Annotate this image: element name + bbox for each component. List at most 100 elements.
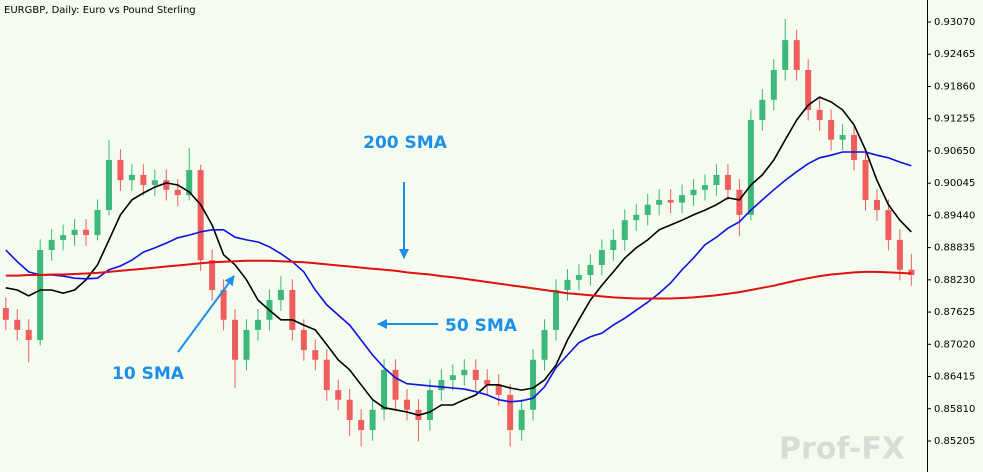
y-tick-label: 0.88230 [934,275,975,286]
candle-body [805,69,812,110]
candle-body [770,69,777,100]
candle-body [174,189,181,196]
candle-body [862,159,869,200]
candle-body [232,319,239,360]
y-tick-label: 0.92465 [934,49,975,60]
y-tick-label: 0.91860 [934,81,975,92]
candle-body [828,120,835,140]
candle-body [667,199,674,203]
moving-average-line [5,151,912,403]
candle-body [312,350,319,360]
candle-body [209,260,216,290]
candle-body [495,384,502,395]
candle-body [335,390,342,400]
candle-body [403,399,410,410]
candle-body [369,409,376,431]
candle-body [197,170,204,261]
candle-body [461,369,468,376]
candle-body [37,250,44,341]
y-tick-label: 0.91255 [934,114,975,125]
candle-body [163,180,170,190]
candle-body [346,399,353,420]
candle-body [885,210,892,240]
candle-body [71,229,78,236]
y-tick-label: 0.85205 [934,436,975,447]
candle-body [381,369,388,410]
candle-body [839,134,846,140]
candle-body [724,174,731,190]
y-tick-label: 0.89440 [934,210,975,221]
y-tick-label: 0.87020 [934,339,975,350]
watermark: Prof-FX [779,432,905,467]
candle-body [392,369,399,400]
candle-body [598,250,605,265]
chart-title: EURGBP, Daily: Euro vs Pound Sterling [4,5,196,16]
moving-average-line [5,259,912,300]
annotation-arrow [177,275,235,353]
candle-body [243,329,250,360]
candle-body [702,185,709,190]
candle-body [94,210,101,236]
y-tick-label: 0.85810 [934,404,975,415]
candle-body [553,289,559,330]
y-tick-label: 0.93070 [934,17,975,28]
candle-body [484,379,491,385]
candle-body [60,235,67,240]
candle-body [908,269,915,276]
annotation-label: 200 SMA [363,133,448,153]
candle-body [621,220,628,240]
candle-body [128,174,135,181]
candle-body [587,264,594,276]
candle-body [2,308,9,320]
candle-body [518,409,525,431]
candle-body [793,40,800,70]
moving-average-line [5,96,912,417]
candle-body [896,239,903,270]
candle-body [277,289,284,301]
y-tick-label: 0.88835 [934,243,975,254]
y-tick-label: 0.86415 [934,372,975,383]
candle-body [507,394,514,431]
candle-body [644,204,651,215]
candle-body [300,329,307,351]
candle-body [438,379,445,391]
candle-body [117,159,124,181]
candle-body [105,159,112,211]
candle-body [472,369,479,380]
candle-body [289,289,296,330]
candle-body [816,109,823,121]
candle-body [575,275,582,280]
candle-body [449,375,456,380]
candle-body [713,174,720,186]
candle-body [541,329,548,360]
candle-body [530,359,537,410]
y-tick-label: 0.87625 [934,307,975,318]
candle-body [656,199,663,205]
candle-body [140,174,147,186]
annotation-label: 10 SMA [112,364,185,384]
candle-body [83,229,90,236]
candle-body [873,199,880,211]
candle-body [690,189,697,196]
y-tick-label: 0.90650 [934,146,975,157]
candle-body [254,319,261,330]
candle-body [220,289,227,320]
y-tick-label: 0.90045 [934,178,975,189]
candle-body [679,195,686,203]
candle-body [747,120,754,215]
candle-body [358,419,365,431]
candle-body [782,40,789,70]
candle-body [564,279,571,290]
candle-body [851,134,858,160]
candle-body [633,214,640,221]
candle-body [151,180,158,186]
candle-body [736,189,743,215]
candle-body [48,239,55,251]
candle-body [323,359,330,391]
candle-body [14,319,21,330]
candle-body [426,390,433,420]
candle-body [610,239,617,251]
candle-body [25,329,32,341]
